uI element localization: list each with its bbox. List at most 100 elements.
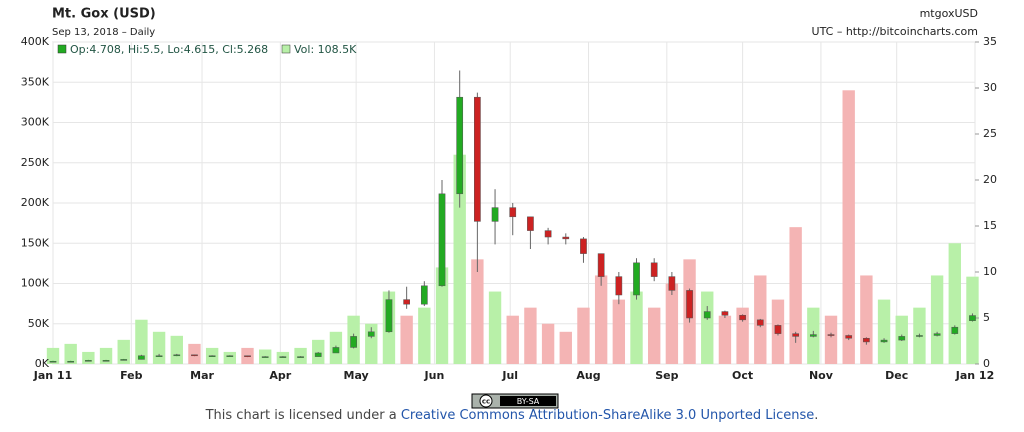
candle-body xyxy=(85,360,92,362)
candle-body xyxy=(562,236,570,240)
candle-body xyxy=(120,359,128,361)
volume-bar xyxy=(877,299,891,364)
legend-swatch xyxy=(57,44,67,54)
candle-body xyxy=(792,333,799,337)
x-tick-label: Jun xyxy=(424,369,445,382)
volume-bar xyxy=(170,335,183,364)
volume-bar xyxy=(418,307,431,364)
license-prefix: This chart is licensed under a xyxy=(205,408,401,423)
badge-dark xyxy=(500,396,556,406)
x-tick-label: Apr xyxy=(269,369,291,382)
candle-body xyxy=(102,360,110,362)
volume-bar xyxy=(930,275,944,364)
volume-bar xyxy=(577,307,590,364)
volume-bar xyxy=(488,291,502,364)
volume-bar xyxy=(718,315,732,364)
candle-body xyxy=(173,354,181,357)
volume-bar xyxy=(559,331,572,364)
y2-tick-label: 150K xyxy=(21,236,50,249)
candle-body xyxy=(403,299,410,305)
candle-body xyxy=(155,355,163,357)
x-tick-label: Jan 12 xyxy=(955,369,994,382)
candle-body xyxy=(739,314,746,321)
subtitle: Sep 13, 2018 – Daily xyxy=(52,27,155,38)
x-tick-label: Mar xyxy=(190,369,214,382)
volume-bar xyxy=(294,347,307,364)
candle-body xyxy=(969,315,976,321)
candle-body xyxy=(367,331,375,337)
volume-bar xyxy=(665,283,679,364)
candle-body xyxy=(933,333,941,336)
y2-tick-label: 250K xyxy=(21,156,50,169)
volume-label: Vol: 108.5K xyxy=(294,43,357,56)
candle-body xyxy=(509,207,517,218)
candle-body xyxy=(703,311,711,319)
candle-body xyxy=(420,285,428,305)
volume-bar xyxy=(701,291,714,364)
volume-bar xyxy=(64,343,77,364)
candle-body xyxy=(244,355,251,357)
volume-bar xyxy=(594,275,608,364)
candle-body xyxy=(279,356,287,358)
license-link[interactable]: Creative Commons Attribution-ShareAlike … xyxy=(400,408,815,423)
volume-bar xyxy=(435,267,449,364)
y2-tick-label: 100K xyxy=(21,277,50,290)
y-tick-label: 10 xyxy=(983,265,997,278)
source: UTC – http://bitcoincharts.com xyxy=(812,25,978,38)
candle-body xyxy=(332,347,340,354)
x-tick-label: Aug xyxy=(576,369,600,382)
candle-body xyxy=(438,193,446,287)
volume-bar xyxy=(223,351,237,364)
badge-circle xyxy=(479,394,493,408)
volume-bar xyxy=(135,319,148,364)
y2-tick-label: 50K xyxy=(28,317,50,330)
badge-cc: cc xyxy=(482,398,490,406)
symbol: mtgoxUSD xyxy=(920,7,978,20)
candle-body xyxy=(208,355,216,357)
candle-body xyxy=(491,207,499,222)
candle-body xyxy=(668,276,676,291)
volume-bar xyxy=(117,339,130,364)
y-tick-label: 25 xyxy=(983,127,997,140)
volume-bar xyxy=(648,307,661,364)
y-tick-label: 0 xyxy=(983,357,990,370)
x-tick-label: Dec xyxy=(885,369,908,382)
candle-body xyxy=(809,334,817,337)
volume-bar xyxy=(152,331,166,364)
volume-bar xyxy=(312,339,325,364)
license-text: This chart is licensed under a Creative … xyxy=(0,408,1024,423)
candle-body xyxy=(67,360,75,363)
y-tick-label: 20 xyxy=(983,173,997,186)
y2-tick-label: 350K xyxy=(21,75,50,88)
y-tick-label: 5 xyxy=(983,311,990,324)
candle-body xyxy=(756,319,764,326)
volume-bar xyxy=(188,343,201,364)
legend-swatch xyxy=(281,44,291,54)
candle-body xyxy=(615,276,623,296)
candle-body xyxy=(297,356,304,358)
volume-bar xyxy=(82,351,95,364)
y2-tick-label: 300K xyxy=(21,116,50,129)
volume-bar xyxy=(541,323,555,364)
candle-body xyxy=(226,355,234,357)
license-suffix: . xyxy=(814,408,819,423)
volume-bar xyxy=(400,315,413,364)
candle-body xyxy=(898,336,906,341)
candle-body xyxy=(916,335,923,337)
volume-bar xyxy=(860,275,873,364)
volume-bar xyxy=(453,154,466,364)
candle-body xyxy=(385,299,393,333)
volume-bar xyxy=(524,307,537,364)
candle-body xyxy=(580,238,587,254)
candle-body xyxy=(686,290,693,319)
x-tick-label: Nov xyxy=(809,369,834,382)
chart-title: Mt. Gox (USD) xyxy=(52,7,156,22)
x-tick-label: Jan 11 xyxy=(33,369,72,382)
candle-body xyxy=(456,96,464,195)
y-tick-label: 15 xyxy=(983,219,997,232)
candle-body xyxy=(880,339,888,343)
candle-body xyxy=(721,311,729,316)
y2-tick-label: 400K xyxy=(21,35,50,48)
